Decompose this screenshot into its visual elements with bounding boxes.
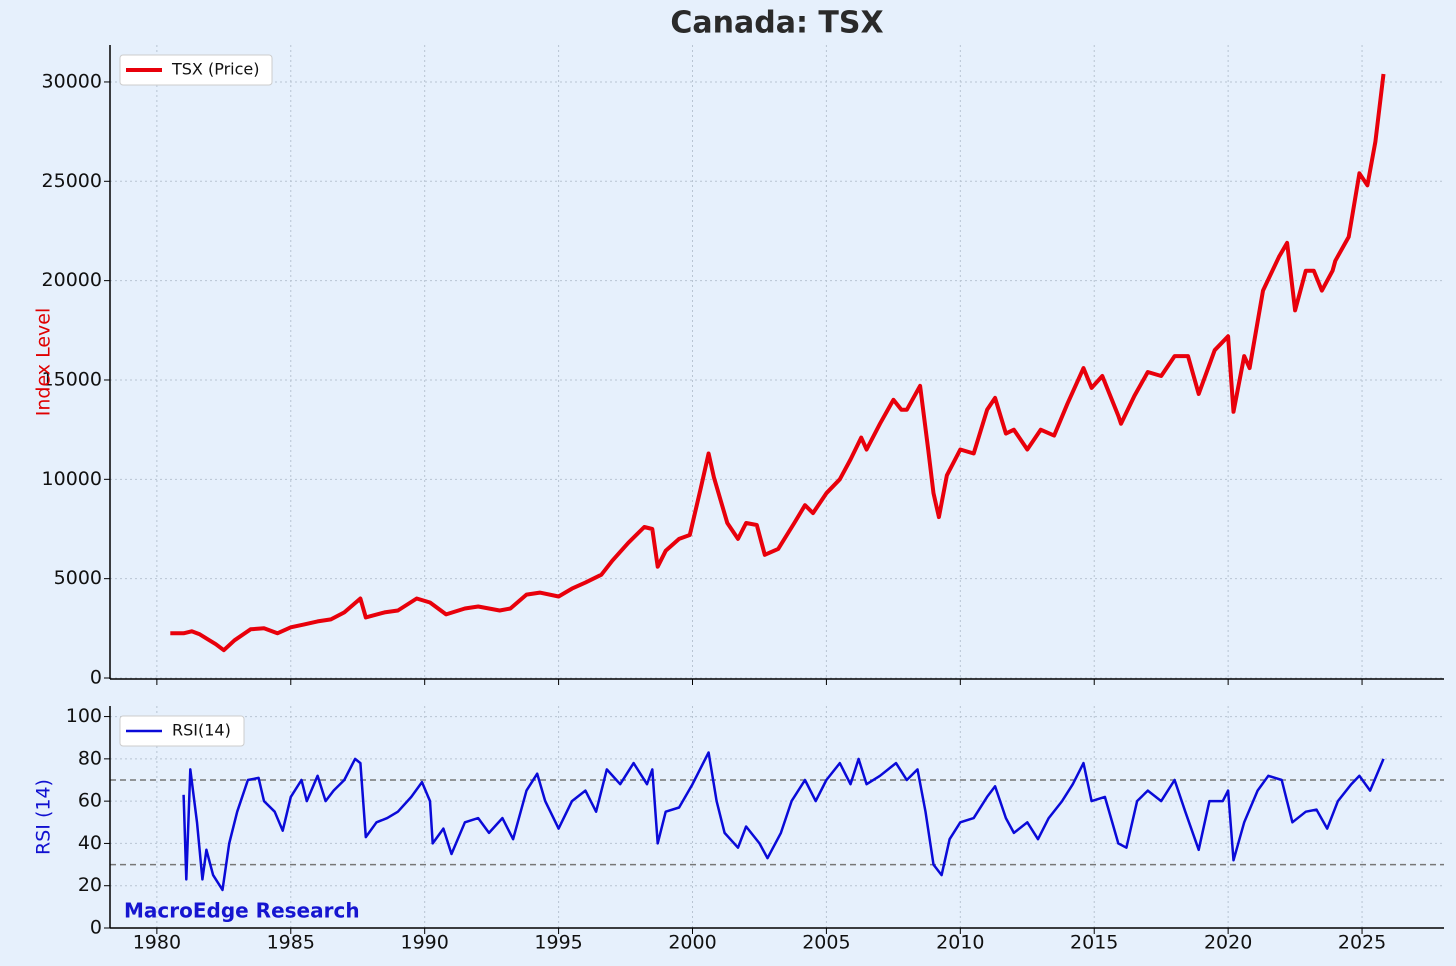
y-tick-label: 100	[66, 705, 102, 727]
x-tick-label: 1990	[401, 932, 449, 954]
x-tick-label: 2015	[1070, 932, 1118, 954]
y-axis-label: Index Level	[33, 308, 55, 417]
watermark: MacroEdge Research	[124, 899, 360, 923]
y-tick-label: 20000	[42, 269, 102, 291]
legend-label: TSX (Price)	[171, 60, 260, 79]
y-axis-label: RSI (14)	[33, 779, 55, 855]
y-tick-label: 60	[78, 790, 102, 812]
x-tick-label: 2010	[936, 932, 984, 954]
x-tick-label: 2020	[1204, 932, 1252, 954]
legend-box	[119, 54, 273, 86]
y-tick-label: 40	[78, 832, 102, 854]
y-tick-label: 0	[90, 667, 102, 689]
x-tick-label: 2005	[802, 932, 850, 954]
series-line	[170, 73, 1386, 653]
y-tick-label: 30000	[42, 70, 102, 92]
y-tick-label: 25000	[42, 170, 102, 192]
chart-title: Canada: TSX	[670, 6, 883, 41]
y-tick-label: 5000	[54, 567, 102, 589]
x-tick-label: 1985	[267, 932, 315, 954]
y-tick-label: 0	[90, 917, 102, 939]
x-tick-label: 2025	[1338, 932, 1386, 954]
series-line	[182, 751, 1385, 892]
y-tick-label: 80	[78, 747, 102, 769]
y-tick-label: 20	[78, 874, 102, 896]
y-tick-label: 15000	[42, 368, 102, 390]
legend-box	[119, 715, 245, 747]
legend-label: RSI(14)	[172, 721, 231, 740]
x-tick-label: 1980	[133, 932, 181, 954]
y-tick-label: 10000	[42, 468, 102, 490]
x-tick-label: 1995	[534, 932, 582, 954]
x-tick-label: 2000	[668, 932, 716, 954]
